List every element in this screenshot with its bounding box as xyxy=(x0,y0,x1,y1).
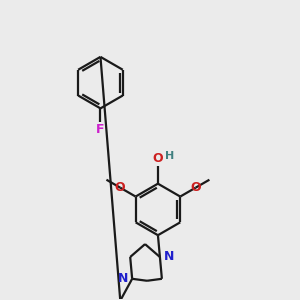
Text: O: O xyxy=(115,181,125,194)
Text: O: O xyxy=(153,152,163,165)
Text: H: H xyxy=(165,151,174,161)
Text: N: N xyxy=(164,250,174,263)
Text: O: O xyxy=(190,181,201,194)
Text: F: F xyxy=(96,123,105,136)
Text: N: N xyxy=(118,272,128,285)
